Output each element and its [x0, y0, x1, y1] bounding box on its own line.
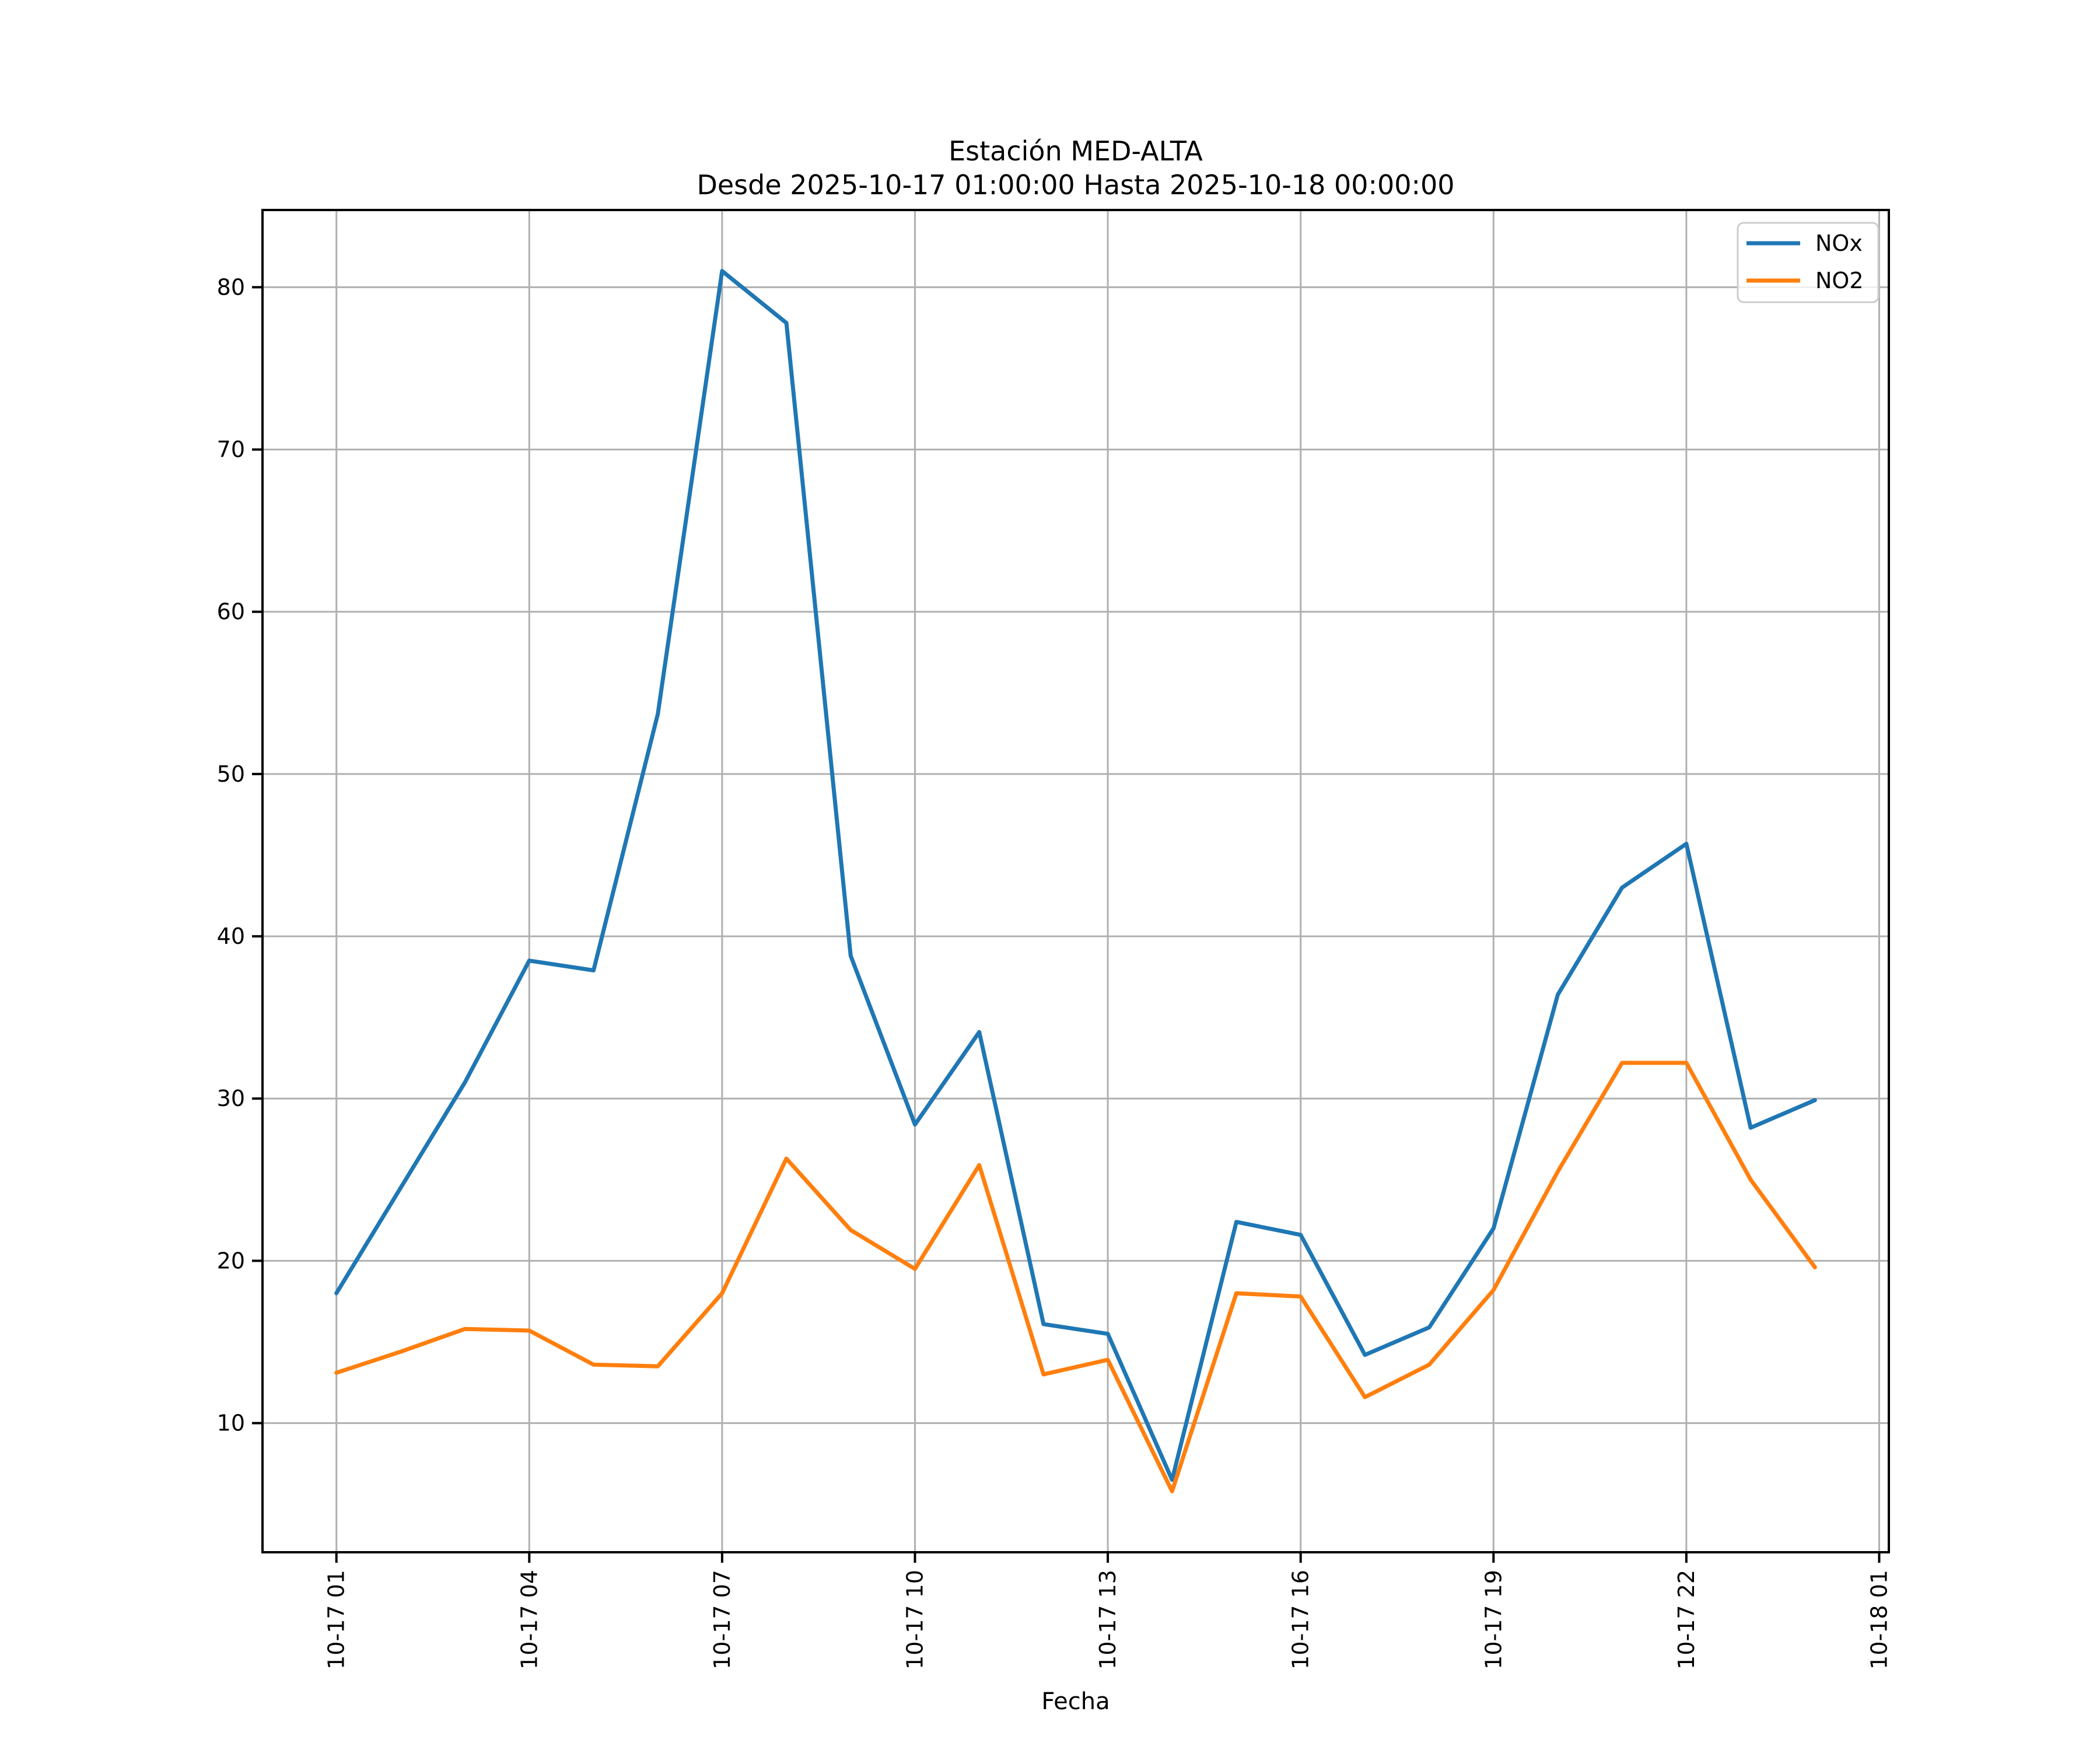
chart-title: Estación MED-ALTA	[949, 135, 1203, 167]
y-tick-label: 30	[217, 1086, 245, 1111]
legend: NOx NO2	[1737, 222, 1880, 303]
x-tick-label: 10-17 07	[709, 1570, 735, 1670]
y-tick-label: 20	[217, 1248, 245, 1273]
chart-subtitle: Desde 2025-10-17 01:00:00 Hasta 2025-10-…	[696, 169, 1454, 201]
legend-label-no2: NO2	[1815, 268, 1864, 293]
x-tick-label: 10-17 10	[902, 1570, 928, 1670]
y-tick-label: 10	[217, 1410, 245, 1436]
x-axis-label: Fecha	[1041, 1688, 1110, 1715]
y-tick-label: 60	[217, 599, 245, 625]
axes-spines	[261, 209, 1890, 1553]
y-tick-label: 40	[217, 923, 245, 949]
legend-item-no2: NO2	[1746, 268, 1864, 293]
x-tick-label: 10-17 13	[1095, 1570, 1121, 1670]
y-tick-label: 80	[217, 274, 245, 300]
legend-item-nox: NOx	[1746, 230, 1863, 256]
x-tick-label: 10-17 04	[516, 1570, 542, 1670]
data-series	[334, 269, 1817, 1493]
x-tick-label: 10-17 19	[1480, 1570, 1506, 1670]
y-tick-label: 50	[217, 761, 245, 787]
legend-label-nox: NOx	[1815, 230, 1863, 256]
y-tick-label: 70	[217, 437, 245, 463]
series-line-no2	[334, 1060, 1817, 1493]
x-tick-label: 10-17 22	[1674, 1570, 1699, 1670]
x-tick-label: 10-17 16	[1288, 1570, 1314, 1670]
gridlines	[262, 210, 1889, 1552]
plot-border	[261, 209, 1890, 1553]
series-line-nox	[334, 269, 1817, 1482]
x-tick-label: 10-18 01	[1866, 1570, 1892, 1670]
x-tick-label: 10-17 01	[324, 1570, 349, 1670]
axis-ticks: 10 20 30 40 50 60 70 80 10-17 01 10-17 04 10-17 07…	[217, 274, 1892, 1669]
